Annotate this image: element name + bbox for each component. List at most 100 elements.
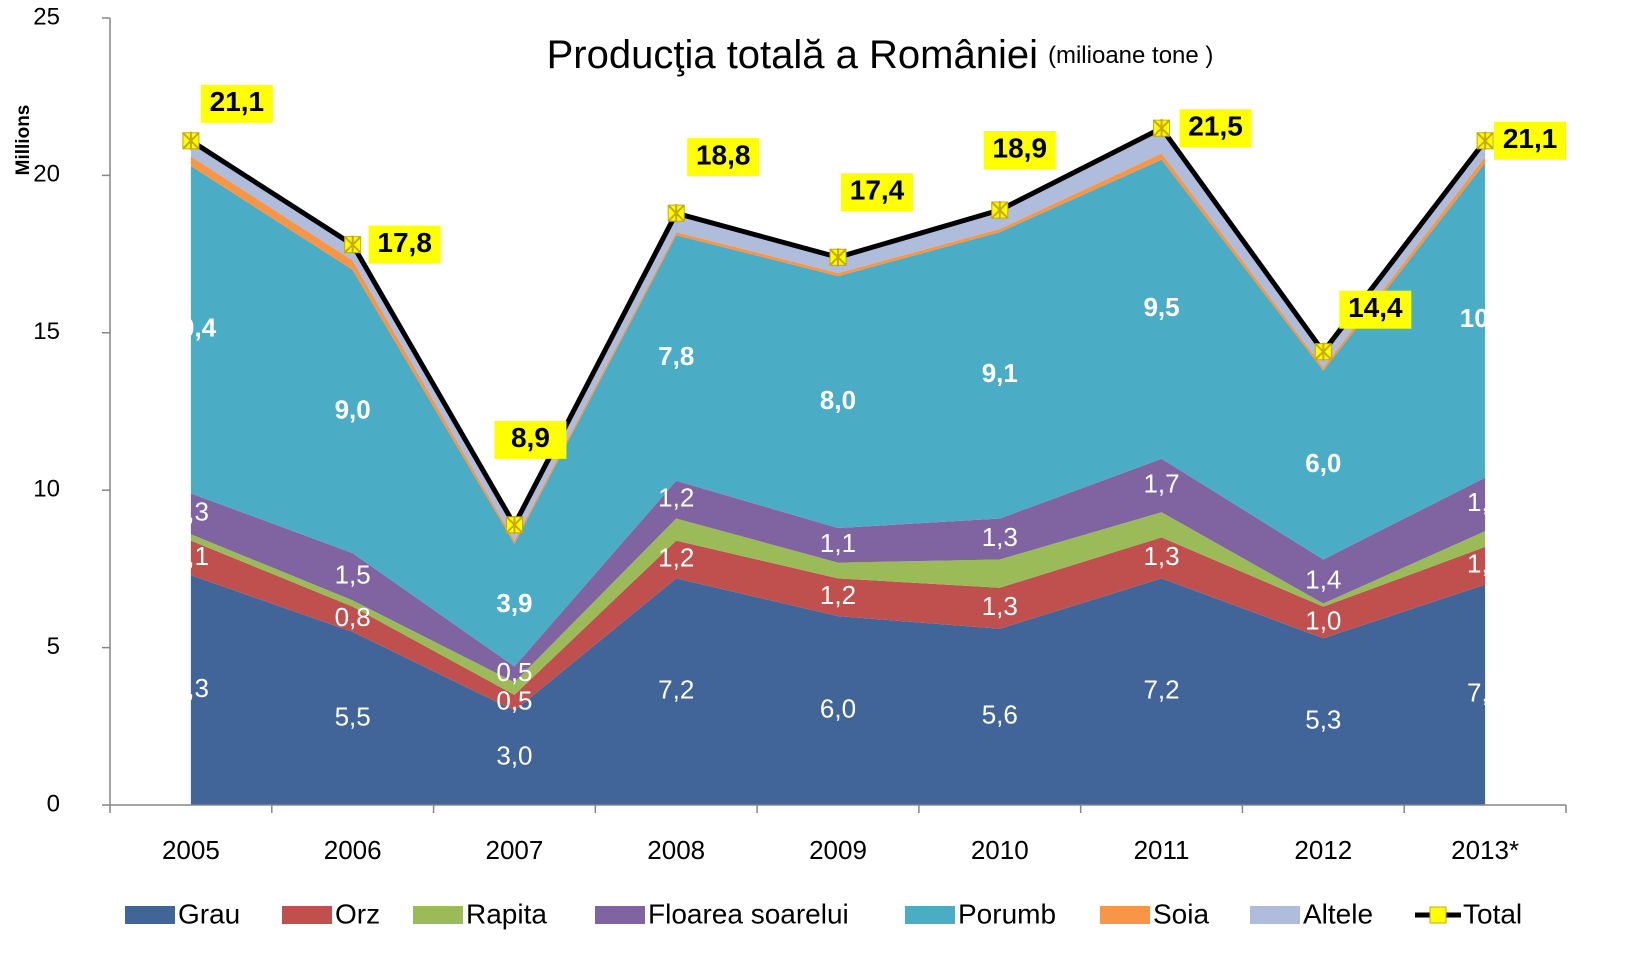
data-label: 3,9	[496, 588, 532, 618]
data-label: 0,5	[496, 686, 532, 716]
data-label: 10,4	[166, 313, 217, 343]
legend-label: Altele	[1303, 898, 1373, 929]
total-label-bg	[687, 138, 760, 177]
marker-star	[505, 515, 524, 534]
marker-star	[1314, 342, 1333, 361]
legend-swatch	[1250, 906, 1300, 924]
total-label: 21,1	[1503, 123, 1558, 154]
data-label: 1,3	[982, 522, 1018, 552]
total-marker	[343, 235, 362, 254]
x-tick-label: 2010	[971, 835, 1029, 865]
total-label: 18,9	[993, 132, 1048, 163]
y-tick-label: 20	[33, 161, 60, 188]
total-marker	[1476, 131, 1494, 150]
total-label-bg	[1339, 290, 1412, 329]
data-label: 7,2	[658, 675, 694, 705]
total-marker	[829, 248, 847, 267]
x-tick-label: 2006	[324, 835, 382, 865]
marker-star	[667, 204, 685, 223]
legend-label: Floarea soarelui	[648, 898, 849, 929]
x-tick-label: 2011	[1134, 835, 1190, 865]
legend-swatch	[1100, 906, 1150, 924]
legend-label: Soia	[1153, 898, 1209, 929]
total-label: 17,4	[850, 175, 905, 206]
data-label: 1,7	[1467, 487, 1503, 517]
data-label: 7,2	[1143, 675, 1179, 705]
data-label: 1,0	[1305, 605, 1341, 635]
total-marker	[991, 201, 1009, 220]
data-label: 0,8	[335, 602, 371, 632]
x-tick-label: 2013*	[1451, 835, 1519, 865]
x-tick-label: 2008	[647, 835, 705, 865]
total-label-bg	[368, 225, 441, 264]
total-label: 14,4	[1348, 292, 1403, 323]
legend-swatch	[282, 906, 332, 924]
marker-star	[1476, 131, 1494, 150]
data-label: 1,4	[1305, 564, 1341, 594]
total-marker	[1314, 342, 1333, 361]
x-tick-label: 2005	[162, 835, 220, 865]
total-label-bg	[1179, 109, 1252, 148]
legend-marker	[1429, 906, 1447, 924]
x-tick-label: 2012	[1294, 835, 1352, 865]
area	[190, 575, 1486, 805]
total-marker	[1152, 119, 1171, 138]
total-label-bg	[1494, 121, 1567, 160]
total-label-bg	[200, 84, 273, 123]
y-tick-label: 25	[33, 3, 60, 30]
legend-swatch	[905, 906, 955, 924]
total-label-bg	[841, 173, 913, 212]
total-label-bg	[983, 131, 1056, 170]
data-label: 1,2	[658, 542, 694, 572]
area	[190, 159, 1486, 667]
marker-star	[991, 201, 1009, 220]
legend-swatch	[413, 906, 463, 924]
y-axis-label: Millions	[13, 105, 34, 176]
total-label: 21,5	[1188, 111, 1243, 142]
legend-label: Porumb	[958, 898, 1056, 929]
title: Producţia totală a României	[547, 33, 1038, 77]
data-label: 0,5	[496, 657, 532, 687]
total-marker	[667, 204, 685, 223]
y-tick-label: 10	[33, 476, 60, 503]
total-label-bg	[494, 420, 567, 459]
data-label: 1,7	[1143, 468, 1179, 498]
total-label: 8,9	[511, 422, 550, 453]
legend-label: Grau	[178, 898, 240, 929]
data-label: 3,0	[496, 741, 532, 771]
y-tick-label: 15	[33, 318, 60, 345]
data-label: 9,5	[1143, 292, 1179, 322]
legend-swatch	[595, 906, 645, 924]
chart-title: Producţia totală a României (milioane ton…	[547, 33, 1214, 77]
data-label: 5,6	[982, 700, 1018, 730]
data-label: 1,1	[173, 541, 209, 571]
legend-label: Total	[1463, 898, 1522, 929]
data-label: 1,1	[820, 528, 856, 558]
total-label: 17,8	[377, 227, 432, 258]
legend-swatch	[125, 906, 175, 924]
x-tick-label: 2009	[809, 835, 867, 865]
data-label: 10,0	[1460, 303, 1511, 333]
data-label: 1,3	[982, 591, 1018, 621]
data-label: 1,3	[1143, 541, 1179, 571]
data-label: 7,8	[658, 341, 694, 371]
data-label: 6,0	[1305, 448, 1341, 478]
legend-label: Rapita	[466, 898, 547, 929]
data-label: 6,0	[820, 693, 856, 723]
total-marker	[182, 131, 200, 150]
marker-star	[182, 131, 200, 150]
marker-star	[343, 235, 362, 254]
marker-star	[829, 248, 847, 267]
y-tick-label: 0	[47, 790, 60, 817]
data-label: 7,3	[173, 673, 209, 703]
total-label: 21,1	[210, 86, 265, 117]
data-label: 7,0	[1467, 678, 1503, 708]
data-label: 1,5	[335, 560, 371, 590]
data-label: 5,5	[335, 701, 371, 731]
data-label: 9,0	[335, 394, 371, 424]
total-label: 18,8	[696, 140, 751, 171]
data-label: 1,2	[1467, 549, 1503, 579]
marker-star	[1152, 119, 1171, 138]
data-label: 9,1	[982, 358, 1018, 388]
